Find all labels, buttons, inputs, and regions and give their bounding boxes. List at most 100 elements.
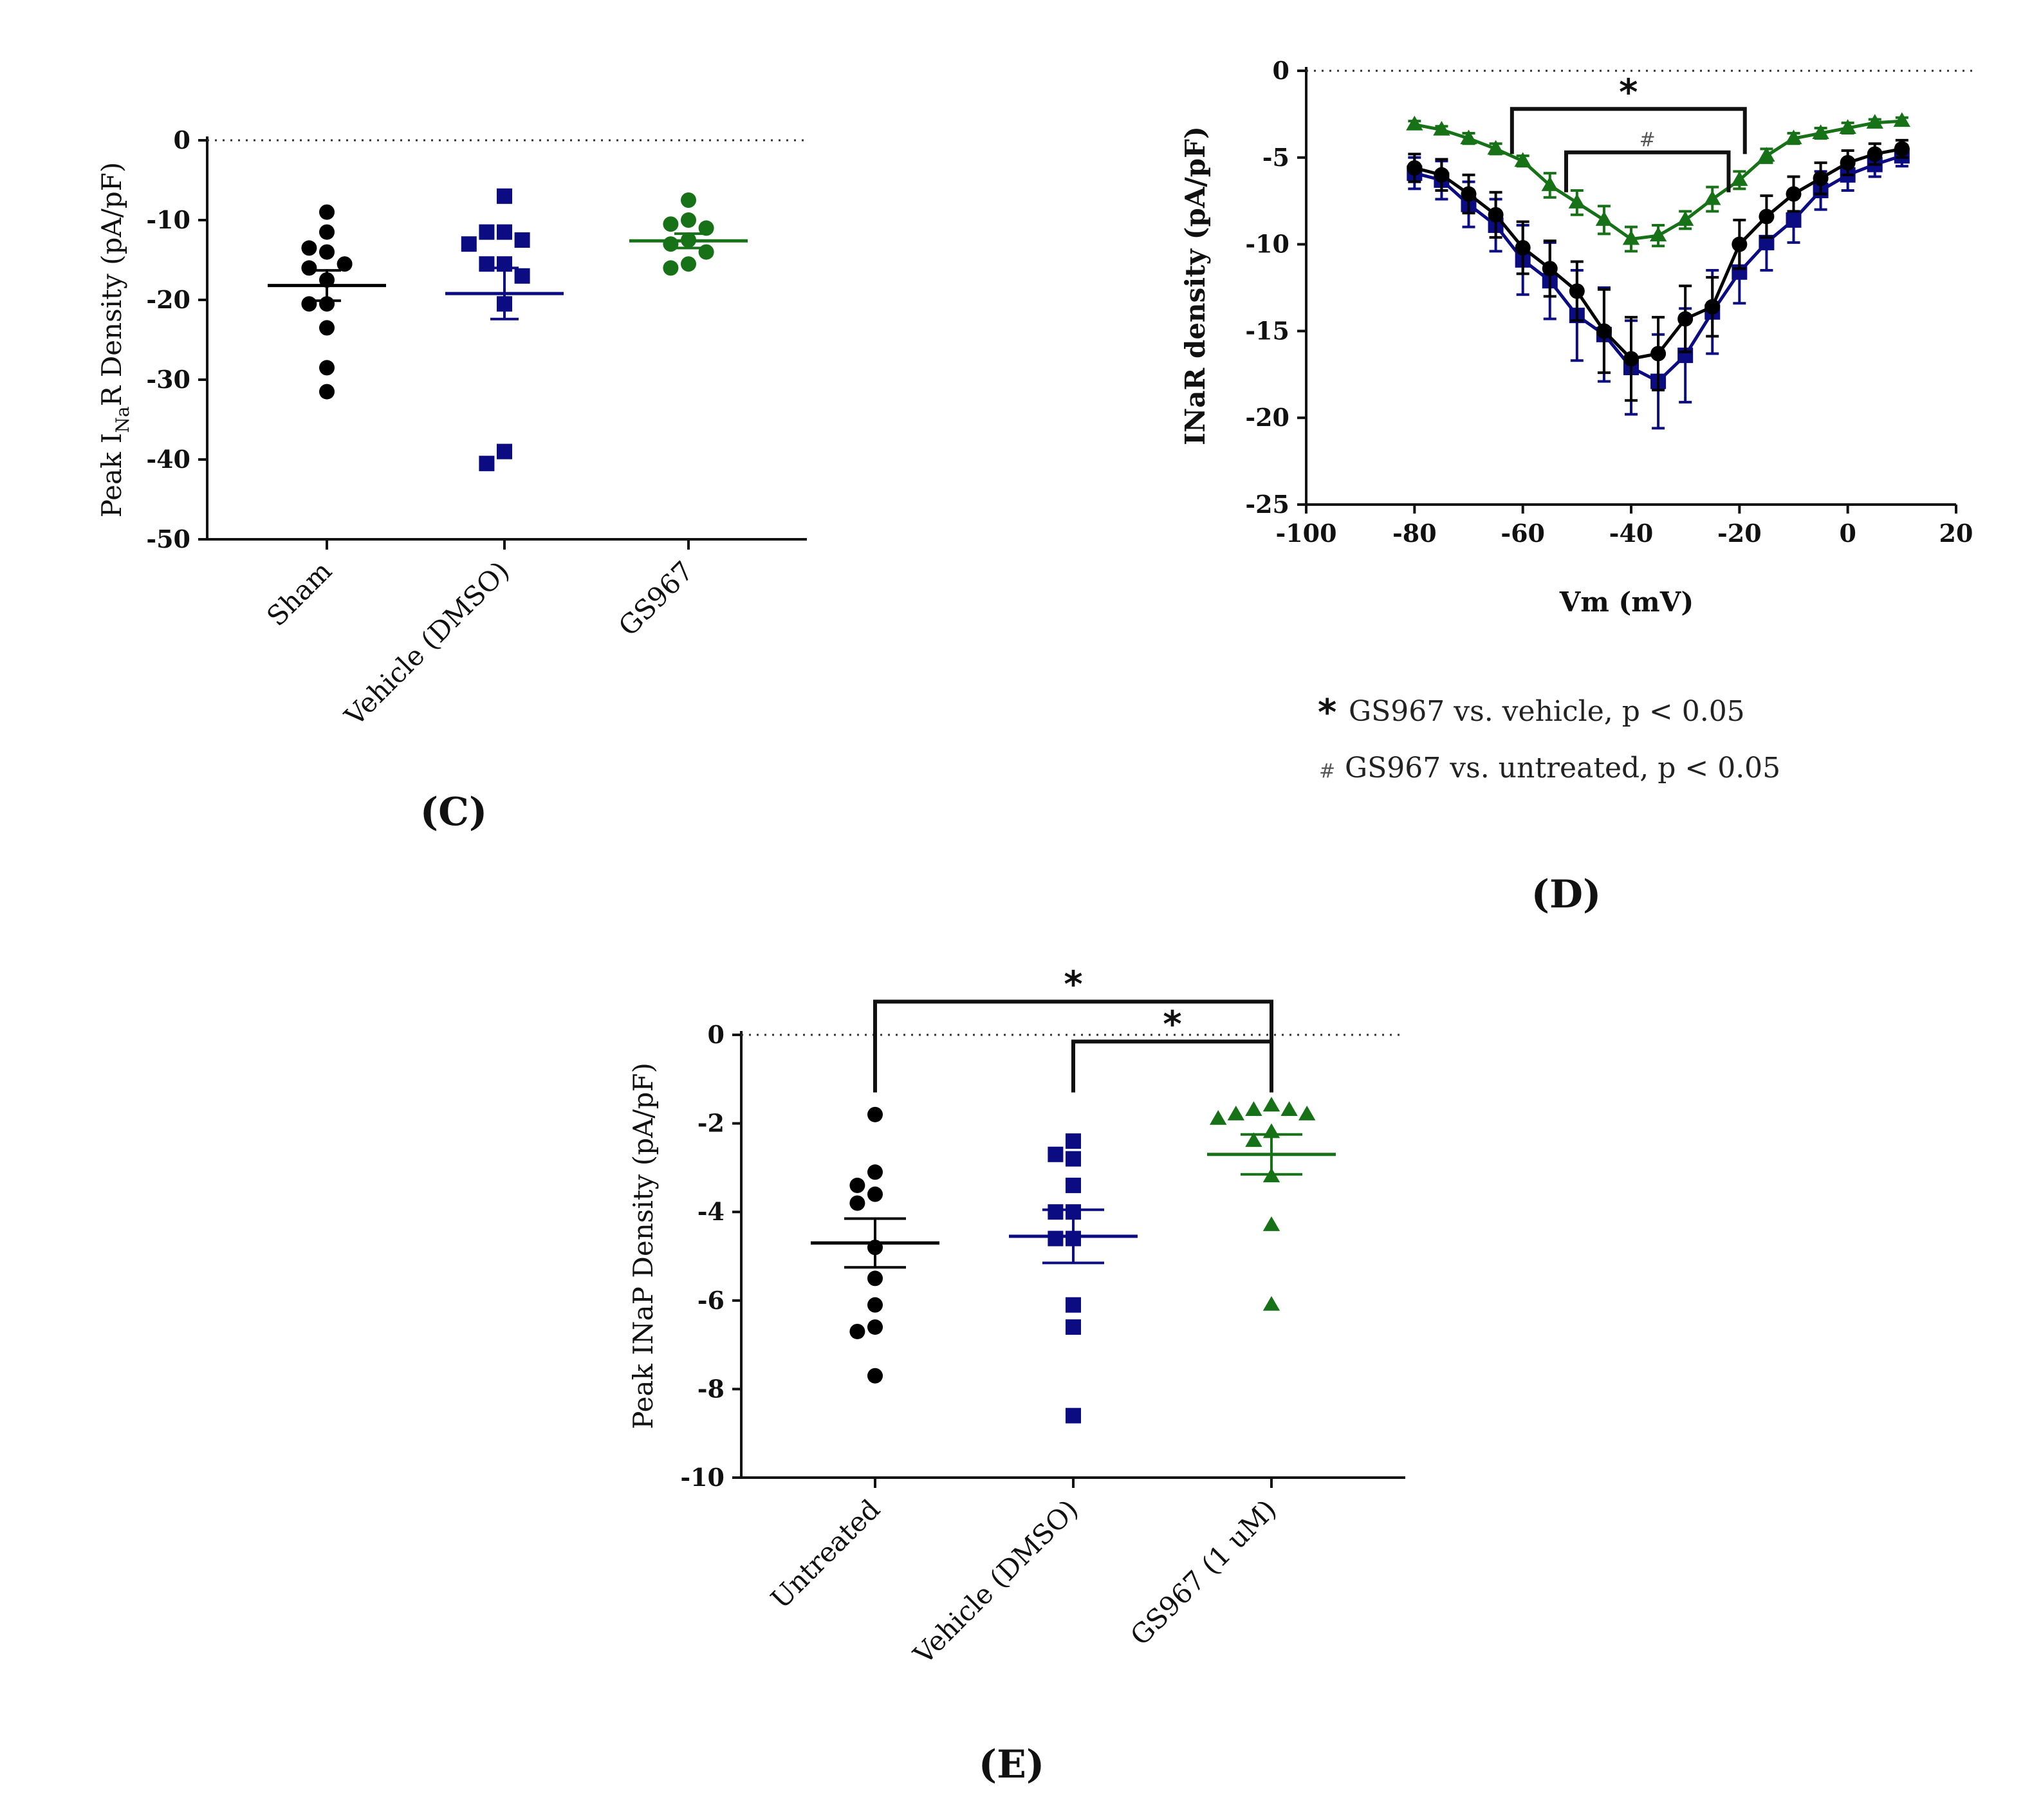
panel-d-point-sham — [1732, 236, 1748, 252]
panel-d-point-gs967 — [1595, 211, 1613, 226]
panel-e-y-tick-label: -4 — [697, 1197, 725, 1226]
panel-d-legend-hash-symbol: # — [1319, 760, 1335, 783]
panel-d-point-sham — [1759, 209, 1775, 225]
panel-d-legend-star-symbol: * — [1318, 692, 1336, 734]
panel-c-point-gs967 — [663, 260, 679, 276]
panel-c-label: (C) — [420, 790, 488, 835]
panel-e-point-gs967 — [1262, 1216, 1280, 1231]
panel-d-point-sham — [1596, 323, 1612, 339]
panel-e-point-gs967 — [1262, 1295, 1280, 1311]
panel-e-y-tick-label: -8 — [697, 1374, 725, 1403]
panel-d-point-sham — [1515, 239, 1531, 255]
panel-c-point-gs967 — [698, 220, 714, 236]
panel-e-point-sham — [867, 1186, 883, 1202]
panel-e-point-gs967 — [1280, 1101, 1298, 1116]
panel-e-y-tick-label: 0 — [708, 1020, 725, 1049]
panel-d-legend-hash-text: GS967 vs. untreated, p < 0.05 — [1345, 752, 1780, 785]
panel-e-point-vehicle — [1066, 1133, 1081, 1149]
panel-e-point-vehicle — [1048, 1146, 1064, 1162]
panel-e-point-sham — [849, 1323, 865, 1339]
panel-d-point-sham — [1488, 207, 1504, 223]
panel-e-y-axis-title: Peak INaP Density (pA/pF) — [627, 1063, 659, 1429]
panel-d-point-gs967 — [1433, 120, 1450, 136]
panel-d-x-tick-label: -80 — [1392, 519, 1437, 548]
panel-e-y-tick-label: -6 — [697, 1286, 725, 1315]
panel-d-point-gs967 — [1487, 140, 1504, 155]
panel-c-category-label: GS967 — [613, 555, 699, 642]
panel-e-y-tick-label: -2 — [697, 1109, 725, 1138]
panel-d-point-sham — [1407, 160, 1423, 176]
panel-d-point-gs967 — [1704, 190, 1721, 205]
panel-d-significance-symbol: # — [1640, 129, 1656, 151]
panel-d-y-tick-label: -15 — [1245, 316, 1289, 345]
panel-d-series-sham — [1407, 138, 1910, 402]
panel-c-point-gs967 — [663, 216, 679, 232]
panel-e-point-sham — [849, 1177, 865, 1193]
panel-e-point-sham — [867, 1297, 883, 1313]
panel-d-x-tick-label: -60 — [1501, 519, 1545, 548]
panel-e-point-sham — [849, 1195, 865, 1211]
panel-d-point-sham — [1786, 186, 1802, 202]
panel-d-point-gs967 — [1514, 152, 1531, 167]
panel-d-point-gs967 — [1839, 119, 1856, 134]
panel-c-point-gs967 — [681, 192, 696, 208]
panel-d-point-sham — [1677, 311, 1694, 327]
panel-e-point-vehicle — [1048, 1230, 1064, 1247]
panel-e-category-label: Vehicle (DMSO) — [907, 1493, 1085, 1671]
panel-c-point-sham — [301, 296, 317, 312]
panel-c-point-sham — [319, 244, 335, 260]
panel-c-point-gs967 — [681, 212, 696, 228]
panel-c-point-vehicle — [479, 456, 495, 472]
panel-d-point-sham — [1542, 261, 1558, 277]
panel-d-x-tick-label: 0 — [1839, 519, 1856, 548]
panel-c-point-sham — [301, 260, 317, 276]
panel-d-x-tick-label: -20 — [1717, 519, 1762, 548]
panel-d-significance-symbol: * — [1619, 71, 1638, 113]
panel-c-y-tick-label: -10 — [146, 205, 190, 234]
panel-d-point-sham — [1569, 283, 1585, 299]
panel-d-point-sham — [1813, 171, 1829, 187]
panel-e-point-sham — [867, 1106, 883, 1122]
panel-c-y-tick-label: -20 — [146, 285, 190, 314]
panel-e-category-label: Untreated — [764, 1493, 886, 1615]
panel-d-legend-star-text: GS967 vs. vehicle, p < 0.05 — [1349, 695, 1745, 728]
panel-d-point-gs967 — [1866, 114, 1883, 129]
panel-c-point-sham — [319, 320, 335, 336]
panel-e-point-gs967 — [1298, 1106, 1316, 1120]
panel-e: Peak INaP Density (pA/pF) (E) 0 -2 -4 -6 -8 -… — [627, 963, 1405, 1787]
panel-c-category-label: Sham — [261, 555, 338, 632]
panel-e-point-vehicle — [1066, 1151, 1081, 1167]
panel-d-point-gs967 — [1812, 124, 1829, 140]
panel-d-x-axis-title: Vm (mV) — [1559, 586, 1694, 618]
panel-d-significance-bracket — [1510, 107, 1747, 154]
panel-d-point-gs967 — [1893, 112, 1911, 127]
panel-e-point-sham — [867, 1319, 883, 1335]
panel-e-point-vehicle — [1066, 1319, 1081, 1335]
panel-e-significance-bracket — [1071, 1039, 1273, 1093]
panel-d-point-gs967 — [1649, 227, 1667, 242]
panel-d-point-sham — [1704, 299, 1721, 315]
panel-c-point-vehicle — [479, 224, 495, 240]
panel-c-point-sham — [337, 256, 353, 272]
panel-c-point-gs967 — [698, 244, 714, 260]
panel-d-y-tick-label: -25 — [1245, 490, 1289, 519]
panel-c-point-vehicle — [514, 268, 530, 284]
panel-d-point-sham — [1650, 346, 1667, 362]
panel-e-point-sham — [867, 1164, 883, 1180]
panel-e-point-sham — [867, 1368, 883, 1384]
panel-c-y-tick-label: 0 — [174, 125, 190, 154]
panel-e-point-gs967 — [1245, 1101, 1262, 1116]
panel-d-point-gs967 — [1406, 115, 1423, 131]
panel-e-point-vehicle — [1048, 1204, 1064, 1220]
panel-e-point-gs967 — [1210, 1110, 1227, 1125]
panel-e-point-vehicle — [1066, 1177, 1081, 1193]
panel-c-y-tick-label: -30 — [146, 365, 190, 394]
panel-c-point-vehicle — [479, 256, 495, 272]
panel-d-label: (D) — [1531, 872, 1602, 917]
panel-d-x-tick-label: 20 — [1939, 519, 1973, 548]
panel-c-point-gs967 — [681, 256, 696, 272]
panel-e-significance-star: * — [1163, 1003, 1181, 1045]
panel-d-point-vehicle — [1786, 212, 1802, 228]
panel-c-point-sham — [319, 204, 335, 220]
panel-e-point-vehicle — [1066, 1297, 1081, 1313]
